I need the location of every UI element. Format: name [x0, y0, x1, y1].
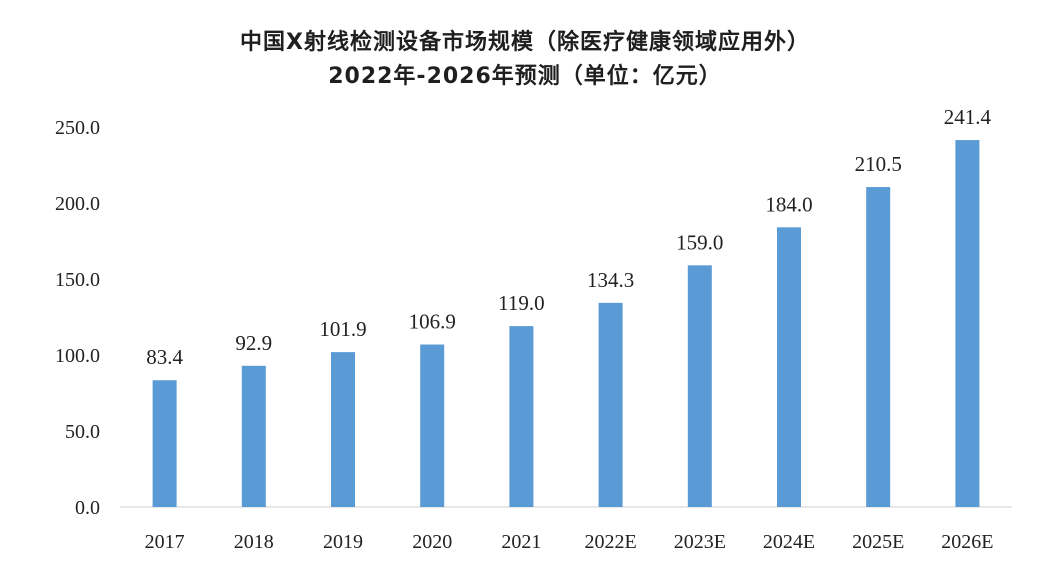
- y-axis: 0.0 50.0 100.0 150.0 200.0 250.0: [55, 117, 100, 519]
- data-label: 83.4: [146, 345, 183, 369]
- data-labels-group: 83.4 92.9 101.9 106.9 119.0 134.3 159.0 184.0 21…: [146, 105, 991, 369]
- x-tick-label: 2021: [501, 531, 541, 553]
- x-tick-label: 2025E: [852, 531, 904, 553]
- x-tick-label: 2017: [145, 531, 185, 553]
- y-tick-label: 150.0: [55, 269, 100, 291]
- data-label: 92.9: [235, 331, 272, 355]
- data-label: 101.9: [319, 317, 366, 341]
- x-tick-label: 2022E: [584, 531, 636, 553]
- bar: [152, 380, 177, 507]
- bar: [420, 344, 445, 507]
- bar: [955, 140, 980, 507]
- data-label: 241.4: [944, 105, 992, 129]
- bar: [687, 265, 712, 507]
- x-axis: 2017 2018 2019 2020 2021 2022E 2023E 2024E 2025E…: [145, 531, 994, 553]
- bar: [777, 227, 801, 507]
- chart-title: 中国X射线检测设备市场规模（除医疗健康领域应用外）: [240, 30, 810, 55]
- bar: [598, 302, 623, 507]
- data-label: 134.3: [587, 268, 634, 292]
- y-tick-label: 250.0: [55, 117, 100, 139]
- x-tick-label: 2026E: [941, 531, 993, 553]
- data-label: 210.5: [855, 152, 902, 176]
- data-label: 119.0: [498, 291, 544, 315]
- y-tick-label: 0.0: [75, 497, 100, 519]
- bars-group: [152, 140, 980, 508]
- bar: [866, 187, 891, 508]
- data-label: 159.0: [676, 230, 723, 254]
- data-label: 106.9: [409, 310, 456, 334]
- bar: [509, 326, 534, 507]
- chart-subtitle: 2022年-2026年预测（单位：亿元）: [328, 64, 722, 89]
- x-tick-label: 2018: [234, 531, 274, 553]
- bar: [331, 352, 355, 507]
- x-tick-label: 2024E: [763, 531, 815, 553]
- bar: [241, 365, 266, 507]
- x-tick-label: 2019: [323, 531, 363, 553]
- data-label: 184.0: [765, 192, 812, 216]
- y-tick-label: 100.0: [55, 345, 100, 367]
- x-tick-label: 2020: [412, 531, 452, 553]
- x-tick-label: 2023E: [674, 531, 726, 553]
- chart-title-block: 中国X射线检测设备市场规模（除医疗健康领域应用外） 2022年-2026年预测（…: [0, 26, 1050, 94]
- y-tick-label: 50.0: [65, 421, 100, 443]
- y-tick-label: 200.0: [55, 193, 100, 215]
